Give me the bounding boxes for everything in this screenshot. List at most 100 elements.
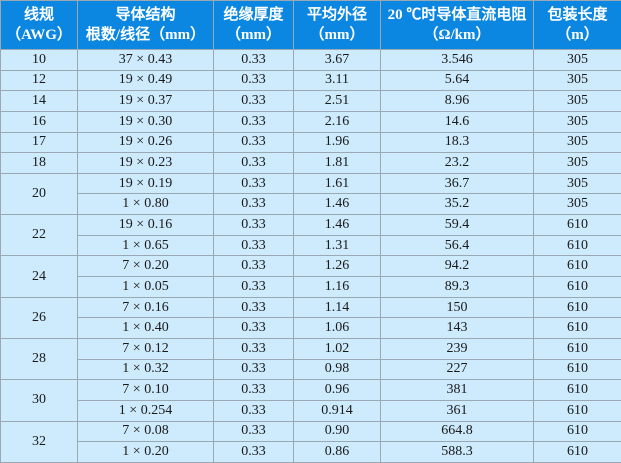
cell-average-outer-diameter: 0.914 [293, 399, 381, 422]
cell-package-length: 610 [533, 420, 621, 443]
cell-package-length: 610 [533, 399, 621, 422]
cell-dc-resistance: 227 [380, 358, 534, 381]
table-row: 17 19 × 0.26 0.33 1.96 18.3 305 [0, 131, 621, 154]
cell-average-outer-diameter: 1.26 [293, 255, 381, 278]
header-line2: （mm） [309, 27, 365, 43]
header-conductor-structure: 导体结构根数/线径（mm） [77, 0, 214, 50]
cell-awg: 12 [0, 69, 78, 92]
cell-insulation-thickness: 0.33 [213, 69, 294, 92]
cell-dc-resistance: 94.2 [380, 255, 534, 278]
cell-average-outer-diameter: 1.81 [293, 152, 381, 174]
cell-awg: 17 [0, 131, 78, 154]
cell-awg: 26 [0, 296, 78, 339]
cell-dc-resistance: 23.2 [380, 152, 534, 174]
header-line1: 平均外径 [306, 7, 367, 23]
cell-conductor-structure: 19 × 0.37 [77, 90, 214, 112]
cell-awg: 24 [0, 255, 78, 298]
cell-package-length: 305 [533, 131, 621, 154]
cell-dc-resistance: 143 [380, 317, 534, 339]
header-dc-resistance: 20 ℃时导体直流电阻 （Ω/km） [380, 0, 534, 50]
cell-dc-resistance: 14.6 [380, 110, 534, 133]
header-awg: 线规 （AWG） [0, 0, 78, 50]
cell-package-length: 305 [533, 49, 621, 71]
cell-insulation-thickness: 0.33 [213, 172, 294, 195]
cell-average-outer-diameter: 1.14 [293, 296, 381, 319]
cell-package-length: 305 [533, 69, 621, 92]
cell-insulation-thickness: 0.33 [213, 441, 294, 463]
cell-conductor-structure: 7 × 0.12 [77, 337, 214, 360]
header-line2: （Ω/km） [423, 27, 491, 43]
cell-insulation-thickness: 0.33 [213, 317, 294, 339]
table-body: 10 37 × 0.43 0.33 3.67 3.546 305 12 19 × 0.49 0.… [0, 49, 621, 463]
cell-package-length: 610 [533, 276, 621, 298]
cell-awg: 14 [0, 90, 78, 112]
cell-insulation-thickness: 0.33 [213, 90, 294, 112]
cell-insulation-thickness: 0.33 [213, 296, 294, 319]
cell-average-outer-diameter: 1.06 [293, 317, 381, 339]
table-row: 1 × 0.05 0.33 1.16 89.3 610 [1, 276, 621, 298]
cell-average-outer-diameter: 1.61 [293, 172, 381, 195]
cell-package-length: 610 [533, 296, 621, 319]
cell-conductor-structure: 37 × 0.43 [77, 49, 214, 71]
table-row: 1 × 0.32 0.33 0.98 227 610 [1, 358, 621, 381]
header-insulation-thickness: 绝缘厚度 （mm） [213, 0, 294, 50]
table-row: 24 7 × 0.20 0.33 1.26 94.2 610 [0, 255, 621, 298]
header-average-outer-diameter: 平均外径 （mm） [293, 0, 381, 50]
cell-conductor-structure: 1 × 0.05 [77, 276, 214, 298]
header-line2: （mm） [226, 27, 281, 43]
cell-conductor-structure: 1 × 0.20 [77, 441, 214, 463]
table-row: 16 19 × 0.30 0.33 2.16 14.6 305 [0, 110, 621, 133]
cell-conductor-structure: 7 × 0.10 [77, 379, 214, 401]
cell-dc-resistance: 89.3 [380, 276, 534, 298]
cell-awg: 18 [0, 152, 78, 174]
cell-insulation-thickness: 0.33 [213, 193, 294, 216]
cell-awg: 30 [0, 379, 78, 422]
cell-insulation-thickness: 0.33 [213, 337, 294, 360]
cell-dc-resistance: 5.64 [380, 69, 534, 92]
cell-conductor-structure: 1 × 0.80 [77, 193, 214, 216]
cell-insulation-thickness: 0.33 [213, 255, 294, 278]
cell-package-length: 610 [533, 358, 621, 381]
cell-conductor-structure: 1 × 0.65 [77, 234, 214, 257]
table-row: 18 19 × 0.23 0.33 1.81 23.2 305 [0, 152, 621, 174]
cell-conductor-structure: 1 × 0.254 [77, 399, 214, 422]
table-row: 12 19 × 0.49 0.33 3.11 5.64 305 [0, 69, 621, 92]
cell-average-outer-diameter: 0.86 [293, 441, 381, 463]
cell-package-length: 305 [533, 110, 621, 133]
cell-average-outer-diameter: 3.67 [293, 49, 381, 71]
cell-conductor-structure: 19 × 0.23 [77, 152, 214, 174]
cell-conductor-structure: 19 × 0.26 [77, 131, 214, 154]
cell-insulation-thickness: 0.33 [213, 152, 294, 174]
header-package-length: 包装长度 （m） [533, 0, 621, 50]
table-row: 1 × 0.40 0.33 1.06 143 610 [1, 317, 621, 339]
cell-average-outer-diameter: 3.11 [293, 69, 381, 92]
cell-awg: 28 [0, 337, 78, 381]
cell-dc-resistance: 3.546 [380, 49, 534, 71]
cell-package-length: 305 [533, 90, 621, 112]
cell-insulation-thickness: 0.33 [213, 131, 294, 154]
cell-dc-resistance: 8.96 [380, 90, 534, 112]
cell-awg: 20 [0, 172, 78, 216]
cell-average-outer-diameter: 1.02 [293, 337, 381, 360]
cell-average-outer-diameter: 0.96 [293, 379, 381, 401]
cell-conductor-structure: 19 × 0.30 [77, 110, 214, 133]
cell-awg: 16 [0, 110, 78, 133]
cell-awg: 22 [0, 214, 78, 257]
cell-package-length: 610 [533, 214, 621, 236]
cell-package-length: 610 [533, 441, 621, 463]
table-row: 32 7 × 0.08 0.33 0.90 664.8 610 [0, 420, 621, 463]
cell-insulation-thickness: 0.33 [213, 399, 294, 422]
table-row: 1 × 0.20 0.33 0.86 588.3 610 [1, 441, 621, 463]
header-line1: 导体结构 [115, 7, 176, 23]
cell-average-outer-diameter: 1.46 [293, 214, 381, 236]
cell-insulation-thickness: 0.33 [213, 49, 294, 71]
header-line1: 包装长度 [547, 7, 608, 23]
header-line1: 绝缘厚度 [223, 7, 284, 23]
cell-average-outer-diameter: 1.46 [293, 193, 381, 216]
cell-package-length: 610 [533, 255, 621, 278]
header-line2: 根数/线径（mm） [85, 27, 206, 43]
cell-dc-resistance: 18.3 [380, 131, 534, 154]
header-line1: 线规 [23, 7, 54, 23]
table-row: 26 7 × 0.16 0.33 1.14 150 610 [0, 296, 621, 339]
table-row: 30 7 × 0.10 0.33 0.96 381 610 [0, 379, 621, 422]
